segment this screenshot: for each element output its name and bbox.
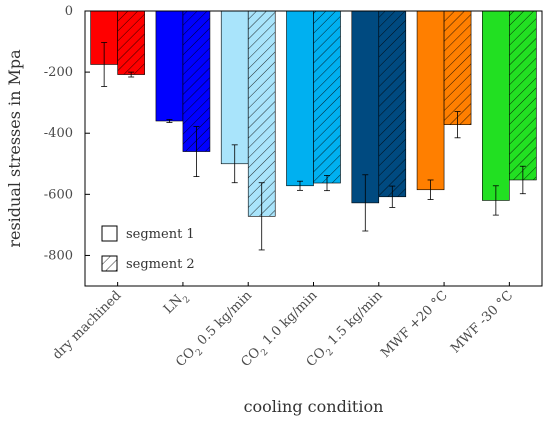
legend: segment 1 segment 2 [101, 225, 195, 272]
bar-hatch-3 [313, 11, 341, 184]
y-tick-label-1: -200 [44, 65, 73, 80]
bar-hatch-6 [509, 11, 537, 180]
legend-label-segment-2: segment 2 [126, 257, 195, 272]
y-axis-title: residual stresses in Mpa [5, 49, 24, 248]
y-tick-label-2: -400 [44, 126, 73, 141]
y-axis-ticks: 0 -200 -400 -600 -800 [44, 4, 90, 263]
bar-1-4 [351, 10, 380, 204]
bar-hatch-5 [444, 11, 472, 125]
bar-1-1 [155, 10, 184, 122]
legend-swatch-segment-2 [101, 255, 118, 272]
bar-hatch-0 [117, 11, 145, 75]
legend-swatch-segment-1 [101, 225, 118, 242]
y-tick-label-4: -800 [44, 248, 73, 263]
bar-hatch-4 [378, 11, 406, 197]
error-bars-group [101, 42, 526, 251]
bar-1-6 [482, 10, 510, 201]
x-tick-label-0: dry machined [50, 288, 124, 362]
bars-group [90, 10, 537, 217]
x-tick-label-5: MWF +20 °C [378, 288, 451, 361]
x-tick-label-6: MWF -30 °C [448, 288, 516, 356]
y-tick-label-3: -600 [44, 187, 73, 202]
bar-1-3 [286, 10, 314, 187]
bar-1-5 [416, 10, 445, 191]
x-axis-title: cooling condition [244, 397, 384, 416]
legend-label-segment-1: segment 1 [126, 227, 195, 242]
bar-hatch-2 [248, 11, 276, 217]
x-tick-label-1: LN2 [161, 288, 193, 320]
y-tick-label-0: 0 [65, 4, 73, 19]
bar-1-2 [220, 10, 249, 165]
